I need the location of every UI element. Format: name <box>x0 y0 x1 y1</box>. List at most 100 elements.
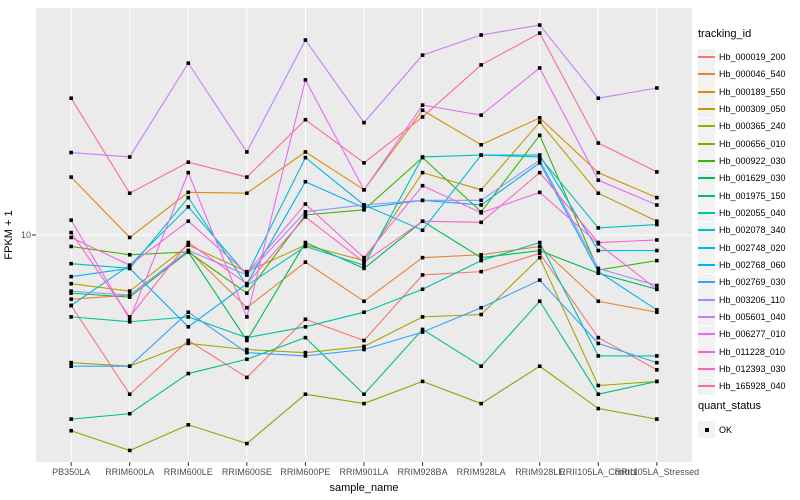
legend-key-line-icon <box>698 48 715 66</box>
data-point <box>186 205 191 209</box>
data-point <box>479 269 483 274</box>
data-point <box>537 153 542 157</box>
data-point <box>127 266 132 271</box>
data-point <box>69 281 73 286</box>
data-point <box>245 350 249 355</box>
legend-key-line-icon <box>698 239 715 257</box>
legend-key-line-icon <box>698 65 715 83</box>
data-point <box>362 208 366 212</box>
data-point <box>303 202 308 206</box>
data-point <box>596 141 601 145</box>
data-point <box>303 335 308 340</box>
legend-item-label: Hb_000189_550 <box>719 86 786 97</box>
legend-title-quant-status: quant_status <box>698 400 761 412</box>
data-point <box>537 133 542 138</box>
data-point <box>420 330 425 334</box>
legend-key-line-icon <box>698 204 715 222</box>
legend-key-line-icon <box>698 343 715 361</box>
data-point <box>69 303 73 308</box>
data-point <box>420 155 425 159</box>
legend-item-Hb_000019_200: Hb_000019_200 <box>698 48 786 66</box>
data-point <box>420 115 425 119</box>
data-point <box>596 240 601 245</box>
x-tick-label: RRIM928LE <box>515 467 564 477</box>
data-point <box>186 248 191 253</box>
data-point <box>69 96 73 101</box>
legend-key-line-icon <box>698 256 715 274</box>
data-point <box>186 170 191 175</box>
data-point <box>303 240 308 245</box>
data-point <box>479 142 483 147</box>
data-point <box>303 354 308 358</box>
data-point <box>479 211 483 215</box>
data-point <box>69 297 73 301</box>
data-point <box>596 354 601 358</box>
quant-ok-key-icon <box>698 421 715 438</box>
data-point <box>303 350 308 355</box>
data-point <box>186 195 191 200</box>
data-point <box>596 406 601 411</box>
legend-item-label: Hb_003206_110 <box>719 294 785 305</box>
data-point <box>127 317 132 322</box>
data-point <box>479 198 483 203</box>
data-point <box>537 170 542 175</box>
data-point <box>362 401 366 406</box>
data-point <box>537 66 542 70</box>
data-point <box>127 263 132 268</box>
x-tick-label: RRIM600LA <box>105 467 154 477</box>
data-point <box>420 53 425 57</box>
data-point <box>303 392 308 397</box>
legend-item-label: Hb_002055_040 <box>719 207 786 218</box>
data-point <box>186 371 191 376</box>
x-tick-label: RRIM600SE <box>222 467 272 477</box>
data-point <box>303 260 308 264</box>
data-point <box>186 422 191 427</box>
legend-item-quant-ok: OK <box>698 421 732 438</box>
legend-item-Hb_002055_040: Hb_002055_040 <box>698 204 786 222</box>
data-point <box>186 338 191 343</box>
data-point <box>127 235 132 240</box>
data-point <box>127 155 132 159</box>
data-point <box>537 31 542 35</box>
data-point <box>245 271 249 276</box>
legend-item-label: Hb_000046_540 <box>719 69 786 80</box>
legend-key-line-icon <box>698 83 715 101</box>
data-point <box>245 375 249 380</box>
legend-item-label: Hb_001975_150 <box>719 190 786 201</box>
y-tick-label: 10 <box>21 230 31 240</box>
data-point <box>303 117 308 122</box>
data-point <box>420 315 425 319</box>
data-point <box>362 338 366 343</box>
data-point <box>479 364 483 368</box>
x-axis-title: sample_name <box>329 482 398 494</box>
data-point <box>420 255 425 260</box>
legend-key-line-icon <box>698 135 715 153</box>
data-point <box>69 175 73 179</box>
data-point <box>655 379 659 384</box>
data-point <box>596 383 601 388</box>
x-tick-label: RRIM600LE <box>164 467 213 477</box>
data-point <box>596 335 601 340</box>
data-point <box>596 191 601 196</box>
legend-key-line-icon <box>698 377 715 395</box>
legend-item-Hb_005601_040: Hb_005601_040 <box>698 308 786 326</box>
data-point <box>186 190 191 195</box>
data-point <box>69 417 73 421</box>
data-point <box>655 354 659 358</box>
legend: tracking_id Hb_000019_200 Hb_000046_540 Hb… <box>696 0 800 500</box>
data-point <box>420 273 425 277</box>
x-tick-label: RRIM928LA <box>457 467 506 477</box>
legend-key-line-icon <box>698 360 715 378</box>
data-point <box>655 203 659 207</box>
data-point <box>479 203 483 207</box>
data-point <box>420 108 425 113</box>
data-point <box>655 222 659 227</box>
data-point <box>245 305 249 310</box>
legend-item-label: Hb_000365_240 <box>719 121 786 132</box>
data-point <box>362 266 366 271</box>
data-point <box>245 175 249 179</box>
legend-item-label: Hb_002748_020 <box>719 242 786 253</box>
x-tick-label: RRII105LA_Control <box>559 467 637 477</box>
data-point <box>127 293 132 297</box>
